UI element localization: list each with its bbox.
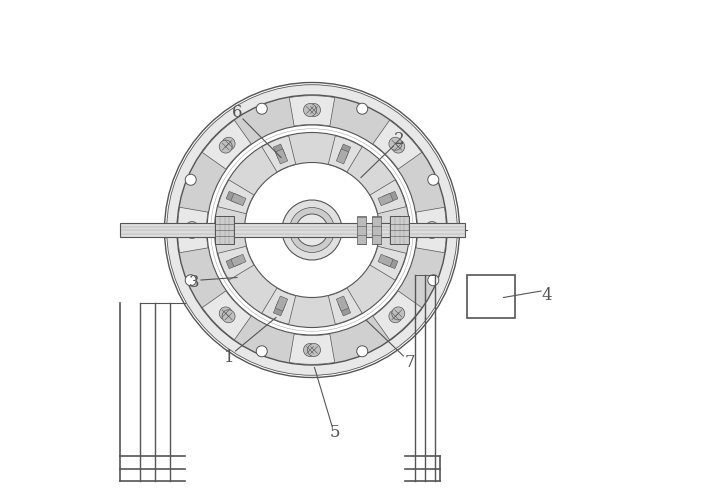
- Circle shape: [282, 200, 342, 260]
- Polygon shape: [328, 136, 362, 172]
- Circle shape: [185, 174, 196, 186]
- Circle shape: [303, 344, 316, 356]
- Bar: [215, 216, 234, 244]
- Text: 7: 7: [404, 354, 415, 371]
- Polygon shape: [231, 254, 246, 266]
- Polygon shape: [218, 180, 254, 214]
- Circle shape: [186, 226, 198, 238]
- Circle shape: [177, 95, 447, 365]
- Polygon shape: [378, 254, 393, 266]
- Circle shape: [256, 346, 267, 357]
- Polygon shape: [383, 192, 398, 203]
- Polygon shape: [226, 192, 241, 203]
- Polygon shape: [276, 149, 288, 164]
- Text: 4: 4: [542, 286, 553, 304]
- Bar: [357, 216, 366, 244]
- Polygon shape: [336, 296, 348, 311]
- Circle shape: [219, 140, 232, 153]
- Circle shape: [389, 310, 402, 323]
- Text: 5: 5: [329, 424, 340, 441]
- Text: 1: 1: [224, 349, 235, 366]
- Polygon shape: [202, 120, 251, 169]
- Polygon shape: [273, 301, 286, 316]
- Polygon shape: [383, 256, 398, 268]
- Polygon shape: [273, 144, 286, 159]
- Text: 2: 2: [394, 132, 405, 148]
- Bar: [390, 216, 409, 244]
- Circle shape: [392, 140, 405, 153]
- Circle shape: [166, 84, 457, 376]
- Polygon shape: [373, 120, 422, 169]
- Polygon shape: [373, 291, 422, 340]
- Circle shape: [426, 222, 438, 234]
- Polygon shape: [338, 301, 351, 316]
- Polygon shape: [289, 334, 335, 364]
- Polygon shape: [289, 96, 335, 126]
- Circle shape: [186, 222, 198, 234]
- Polygon shape: [338, 144, 351, 159]
- Text: 3: 3: [189, 274, 200, 291]
- Circle shape: [426, 226, 438, 238]
- Bar: [372, 216, 381, 244]
- Circle shape: [164, 82, 460, 378]
- Polygon shape: [370, 180, 406, 214]
- Circle shape: [357, 103, 368, 114]
- Polygon shape: [336, 149, 348, 164]
- Bar: [119, 223, 465, 237]
- Circle shape: [308, 344, 321, 356]
- Circle shape: [244, 162, 380, 298]
- Circle shape: [428, 274, 439, 285]
- Circle shape: [222, 137, 235, 150]
- Polygon shape: [328, 288, 362, 324]
- Bar: [467, 275, 515, 318]
- Circle shape: [389, 137, 402, 150]
- Polygon shape: [226, 256, 241, 268]
- Circle shape: [222, 310, 235, 323]
- Polygon shape: [262, 288, 296, 324]
- Polygon shape: [378, 194, 393, 205]
- Polygon shape: [231, 194, 246, 205]
- Polygon shape: [262, 136, 296, 172]
- Circle shape: [428, 174, 439, 186]
- Circle shape: [303, 104, 316, 117]
- Circle shape: [308, 104, 321, 117]
- Circle shape: [207, 125, 417, 335]
- Circle shape: [219, 307, 232, 320]
- Polygon shape: [370, 246, 406, 280]
- Circle shape: [289, 208, 334, 252]
- Polygon shape: [416, 208, 446, 252]
- Circle shape: [214, 132, 410, 328]
- Circle shape: [185, 274, 196, 285]
- Text: 6: 6: [232, 104, 242, 121]
- Polygon shape: [218, 246, 254, 280]
- Polygon shape: [178, 208, 208, 252]
- Circle shape: [256, 103, 267, 114]
- Polygon shape: [276, 296, 288, 311]
- Circle shape: [357, 346, 368, 357]
- Circle shape: [296, 214, 328, 246]
- Polygon shape: [202, 291, 251, 340]
- Circle shape: [392, 307, 405, 320]
